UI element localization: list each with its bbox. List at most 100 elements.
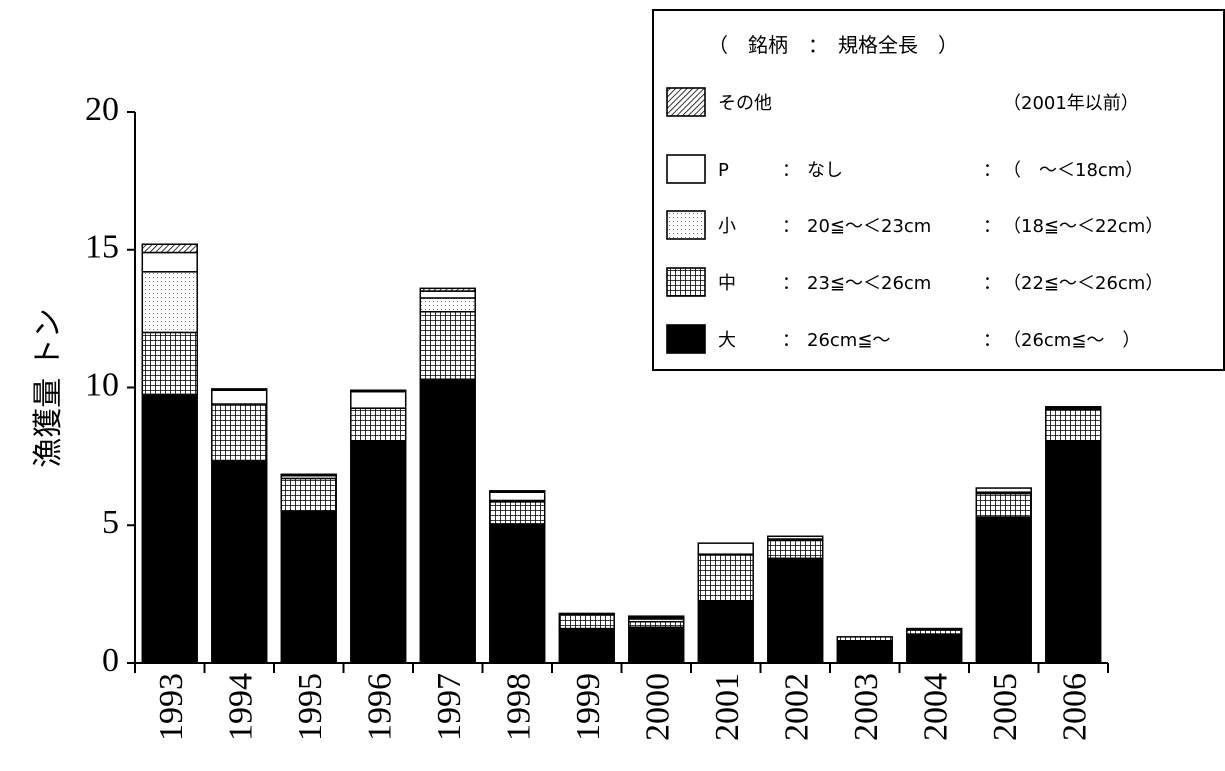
bar-stack-1994	[211, 388, 268, 664]
y-tick-label: 0	[102, 642, 119, 679]
bar-stack-2006	[1045, 406, 1102, 664]
bar-segment	[697, 600, 754, 664]
legend-title: （ 銘柄 ： 規格全長 ）	[708, 33, 958, 57]
legend-colon: ：	[782, 160, 800, 181]
bar-segment	[975, 487, 1032, 493]
bar-stack-2003	[836, 636, 893, 664]
bar-stack-1997	[419, 287, 476, 664]
legend-spec: 23≦～＜26cm	[807, 273, 931, 294]
bar-segment	[489, 523, 546, 664]
bar-segment	[767, 539, 824, 560]
bar-segment	[350, 390, 407, 409]
y-tick-label: 20	[85, 91, 119, 128]
bar-segment	[350, 440, 407, 664]
x-tick-label: 2000	[639, 673, 676, 741]
bar-segment	[489, 491, 546, 502]
y-tick-label: 15	[85, 229, 119, 266]
bars	[141, 243, 1102, 664]
bar-segment	[141, 271, 198, 334]
legend-series-name: 大	[718, 330, 736, 351]
legend-item-小: 小： 20≦～＜23cm：（18≦～＜22cm）	[666, 210, 1163, 240]
bar-segment	[141, 251, 198, 273]
bar-segment	[767, 557, 824, 664]
y-tick-label: 5	[102, 504, 119, 541]
legend-colon: ：	[782, 330, 800, 351]
legend-spec: なし	[807, 160, 843, 181]
bar-segment	[350, 407, 407, 442]
x-tick-label: 1999	[570, 673, 607, 741]
legend-old-spec: （22≦～＜26cm）	[1003, 273, 1163, 294]
bar-segment	[419, 287, 476, 292]
legend-series-name: 小	[718, 216, 736, 237]
legend-colon: ：	[983, 330, 1001, 351]
legend-colon: ：	[983, 216, 1001, 237]
bar-segment	[906, 633, 963, 664]
legend-item-その他: その他 （2001年以前）	[666, 87, 1139, 117]
bar-stack-1996	[350, 389, 407, 664]
x-tick-label: 2005	[987, 673, 1024, 741]
legend-old-spec: （18≦～＜22cm）	[1003, 216, 1163, 237]
x-tick-label: 1996	[361, 673, 398, 741]
legend-series-name: その他	[718, 93, 772, 114]
bar-segment	[211, 389, 268, 405]
bar-segment	[211, 459, 268, 664]
bar-segment	[558, 627, 615, 664]
bar-segment	[280, 510, 337, 664]
bar-segment	[489, 501, 546, 525]
bar-segment	[558, 612, 615, 616]
bar-segment	[280, 473, 337, 477]
bar-segment	[767, 535, 824, 540]
legend-old-spec: （ ～＜18cm）	[1003, 160, 1143, 181]
legend-colon: ：	[983, 273, 1001, 294]
y-axis-label: 漁獲量 トン	[31, 308, 66, 468]
bar-segment	[141, 331, 198, 396]
y-tick-label: 10	[85, 366, 119, 403]
legend-spec: 26cm≦～	[807, 330, 890, 351]
legend-item-中: 中： 23≦～＜26cm：（22≦～＜26cm）	[666, 267, 1163, 297]
bar-segment	[1045, 408, 1102, 442]
bar-segment	[350, 389, 407, 393]
bar-segment	[419, 297, 476, 313]
bar-segment	[628, 626, 685, 664]
bar-stack-2004	[906, 627, 963, 664]
bar-segment	[558, 614, 615, 630]
legend-series-name: P	[718, 160, 729, 181]
bar-stack-2001	[697, 542, 754, 664]
x-tick-label: 1998	[500, 673, 537, 741]
bar-segment	[419, 290, 476, 299]
bar-stack-1998	[489, 490, 546, 664]
x-tick-label: 1995	[292, 673, 329, 741]
bar-segment	[489, 490, 546, 493]
bar-stack-2000	[628, 615, 685, 664]
bar-segment	[906, 627, 963, 631]
legend-swatch	[666, 210, 706, 240]
bar-segment	[419, 378, 476, 664]
bar-segment	[280, 477, 337, 513]
legend: （ 銘柄 ： 規格全長 ） その他 （2001年以前）P：なし：（ ～＜18cm）…	[652, 9, 1225, 371]
legend-swatch	[666, 154, 706, 184]
bar-stack-1999	[558, 612, 615, 664]
legend-colon: ：	[782, 273, 800, 294]
bar-segment	[697, 553, 754, 602]
legend-swatch	[666, 324, 706, 354]
bar-segment	[697, 542, 754, 555]
legend-rows: その他 （2001年以前）P：なし：（ ～＜18cm）小： 20≦～＜23cm：（1…	[666, 87, 1163, 354]
bar-segment	[975, 492, 1032, 518]
legend-item-大: 大： 26cm≦～：（26cm≦～ ）	[666, 324, 1140, 354]
x-tick-label: 2001	[709, 673, 746, 741]
x-tick-label: 1997	[431, 673, 468, 741]
bar-stack-2005	[975, 487, 1032, 664]
bar-segment	[836, 640, 893, 664]
legend-series-name: 中	[718, 273, 736, 294]
x-tick-label: 2002	[778, 673, 815, 741]
legend-old-spec: （2001年以前）	[1003, 93, 1139, 114]
legend-box	[652, 9, 1225, 371]
bar-segment	[1045, 440, 1102, 664]
legend-colon: ：	[983, 160, 1001, 181]
bar-segment	[141, 243, 198, 254]
legend-item-P: P：なし：（ ～＜18cm）	[666, 154, 1143, 184]
bar-segment	[975, 516, 1032, 664]
y-ticks: 0 5 10 15 20	[85, 91, 135, 679]
legend-spec: 20≦～＜23cm	[807, 216, 931, 237]
bar-stack-1995	[280, 473, 337, 664]
